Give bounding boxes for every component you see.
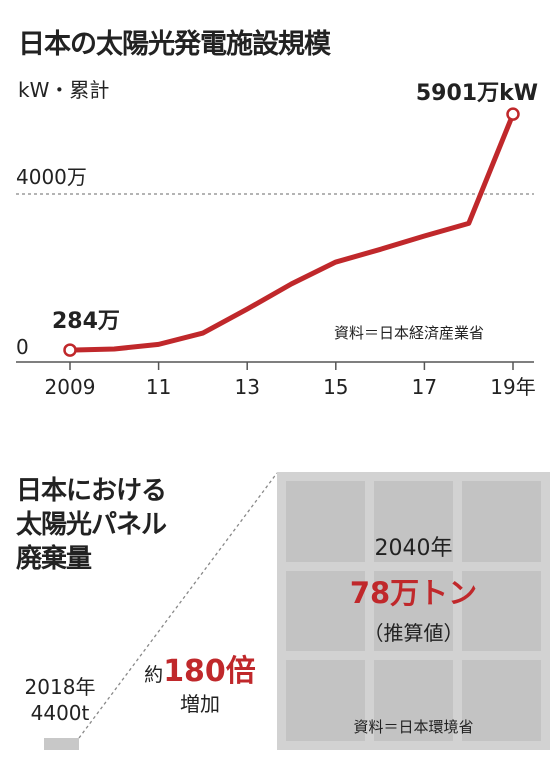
series-line [67, 111, 516, 353]
line-chart: 2009 11 13 15 17 19年 0 4000万 284万 5901万kW [16, 81, 538, 399]
panel-cell [374, 660, 453, 741]
x-axis-ticks: 2009 11 13 15 17 19年 [45, 362, 536, 399]
increase-label: 増加 [180, 692, 220, 716]
panel-cell [374, 570, 453, 652]
multiplier-prefix: 約 [144, 664, 164, 686]
panel-cell [462, 481, 541, 562]
perspective-dashed-line [78, 472, 278, 739]
source-note-top: 資料＝日本経済産業省 [334, 324, 485, 342]
infographic-title-line-2: 太陽光パネル [16, 510, 167, 540]
x-tick-label-2019: 19年 [490, 375, 535, 399]
x-tick-label-2009: 2009 [45, 375, 96, 399]
panel-cell [374, 481, 453, 562]
y-tick-label-0: 0 [16, 335, 29, 359]
panel-cell [462, 660, 541, 741]
bar-2040-note: （推算値） [363, 621, 464, 645]
infographic-title: 日本における 太陽光パネル 廃棄量 [16, 474, 167, 576]
x-tick-label-2013: 13 [234, 375, 259, 399]
panel-cell [286, 481, 365, 562]
bar-2040-panel [277, 472, 550, 750]
bar-2018-label: 2018年 4400t [0, 674, 120, 726]
x-tick-label-2015: 15 [323, 375, 348, 399]
y-axis-tick-labels: 0 4000万 [16, 165, 87, 359]
panel-cell [462, 570, 541, 652]
y-tick-label-4000: 4000万 [16, 165, 87, 189]
y-axis-unit-label: kW・累計 [18, 78, 110, 102]
start-value-label: 284万 [52, 309, 120, 334]
bar-2018-year: 2018年 [24, 675, 96, 699]
multiplier-value: 180倍 [163, 654, 256, 689]
infographic-title-line-3: 廃棄量 [16, 544, 92, 574]
x-tick-label-2011: 11 [146, 375, 171, 399]
panel-cell [286, 570, 365, 652]
bar-2040-value: 78万トン [349, 576, 478, 610]
bar-2018 [44, 738, 79, 750]
end-value-label: 5901万kW [416, 81, 538, 106]
start-point-marker [63, 343, 77, 357]
chart-title: 日本の太陽光発電施設規模 [18, 29, 331, 60]
infographic-title-line-1: 日本における [16, 476, 167, 506]
end-point-marker [506, 107, 520, 121]
bar-2018-value: 4400t [30, 701, 90, 725]
panel-cell [286, 660, 365, 741]
bar-2040-year: 2040年 [374, 536, 453, 561]
source-note-bottom: 資料＝日本環境省 [353, 718, 474, 736]
x-tick-label-2017: 17 [412, 375, 437, 399]
multiplier-label: 約180倍 [130, 646, 270, 690]
